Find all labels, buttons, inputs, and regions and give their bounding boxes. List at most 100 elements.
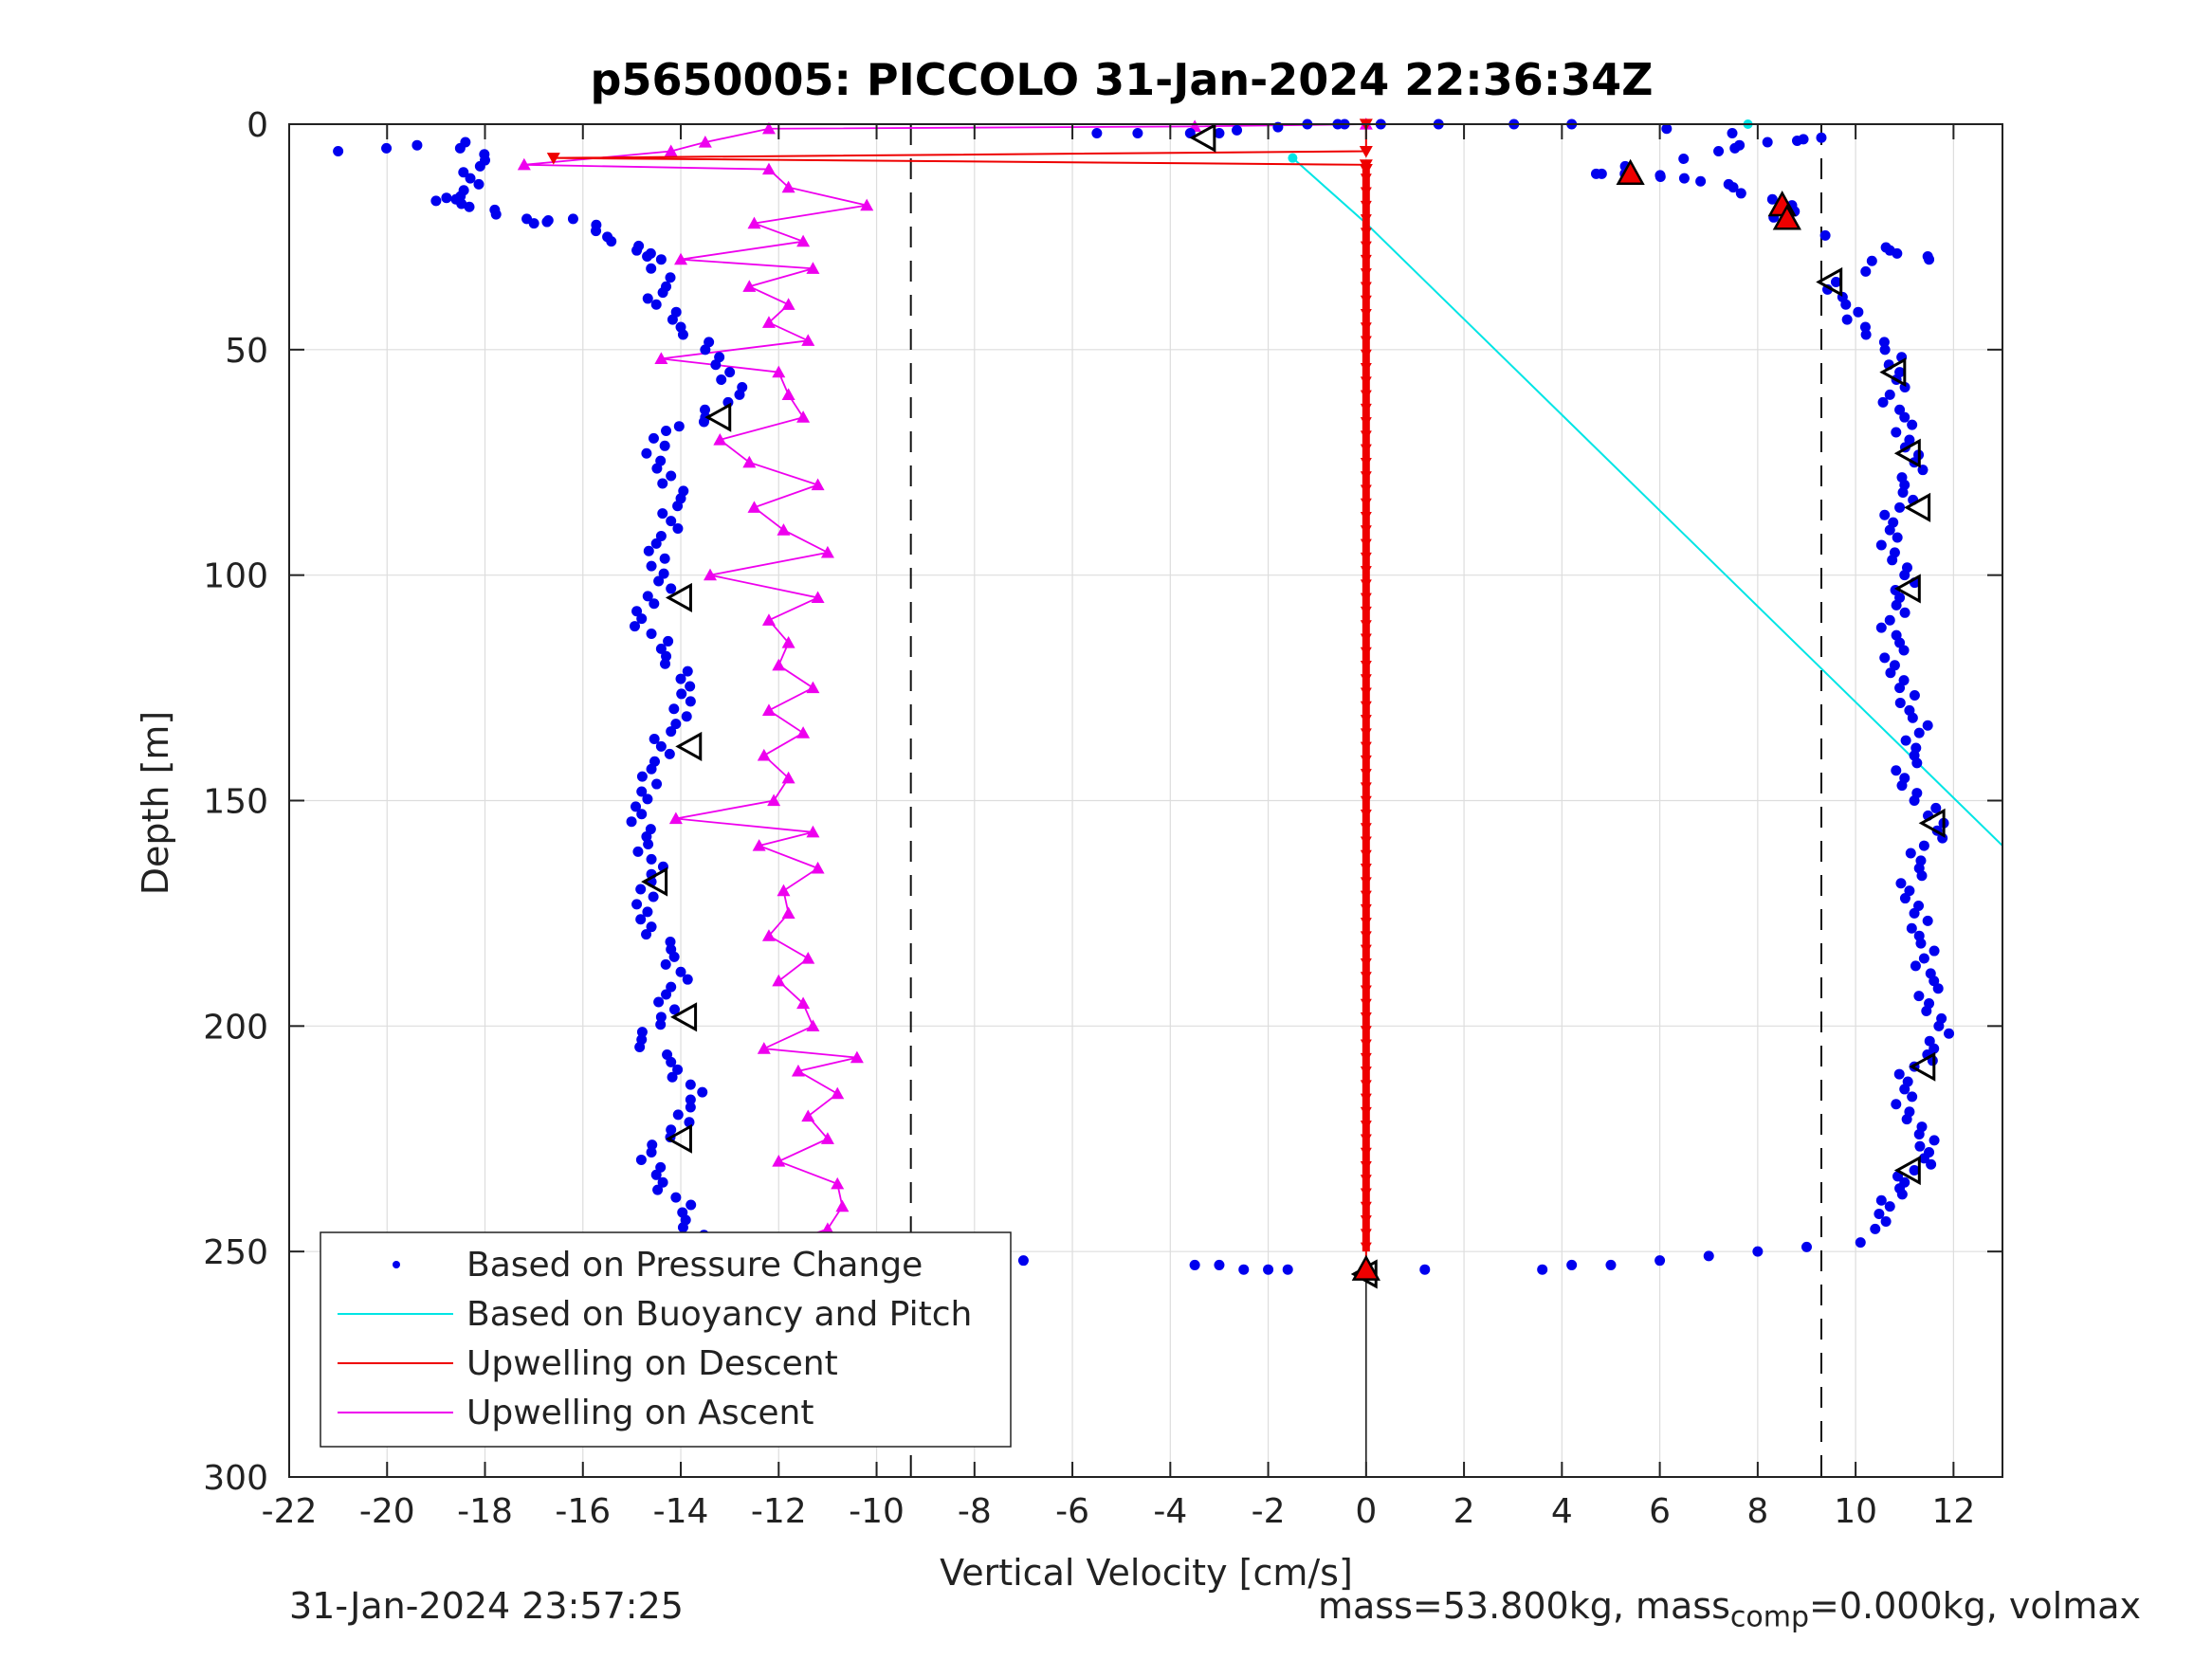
x-axis-label: Vertical Velocity [cm/s]: [940, 1552, 1353, 1594]
highlight-marker: [1351, 1254, 1380, 1281]
legend-marker-pressure: [393, 1261, 400, 1268]
pressure-point: [1678, 153, 1690, 164]
pressure-point: [1921, 1005, 1932, 1016]
pressure-point: [1853, 306, 1864, 318]
pressure-point: [1735, 188, 1746, 199]
pressure-point: [1900, 735, 1911, 746]
descent-upwelling-marker: [546, 153, 560, 165]
pressure-point: [1901, 1114, 1912, 1125]
pressure-point: [636, 771, 648, 782]
pressure-point: [1902, 1076, 1913, 1087]
pressure-point: [631, 606, 643, 617]
pressure-point: [682, 665, 693, 677]
pressure-point: [1907, 1091, 1918, 1103]
pressure-point: [1762, 137, 1773, 148]
ascent-upwelling-marker: [761, 121, 776, 135]
pressure-point: [1703, 1250, 1714, 1262]
pressure-point: [657, 478, 668, 489]
x-tick-label: -18: [457, 1492, 513, 1531]
pressure-point: [1922, 720, 1933, 731]
pressure-point: [636, 1027, 648, 1038]
pressure-point: [1895, 878, 1907, 889]
pressure-point: [666, 516, 677, 527]
pressure-point: [1932, 983, 1944, 994]
ascent-upwelling-marker: [806, 1019, 820, 1031]
highlight-marker: [1772, 204, 1801, 230]
ascent-upwelling-marker: [761, 162, 776, 175]
pressure-point: [1922, 251, 1933, 263]
pressure-point: [677, 1207, 688, 1218]
pressure-point: [1859, 321, 1871, 333]
y-tick-label: 150: [203, 783, 268, 822]
axes-frame: [288, 123, 2003, 1478]
pressure-point: [666, 981, 677, 993]
pressure-point: [1727, 128, 1738, 139]
ascent-upwelling-marker: [761, 929, 776, 941]
pressure-point: [1911, 757, 1923, 769]
pressure-point: [710, 359, 722, 371]
x-tick-label: -6: [1055, 1492, 1089, 1531]
pressure-point: [672, 1064, 684, 1075]
pressure-point: [667, 314, 678, 325]
pressure-point: [685, 1102, 696, 1113]
pressure-point: [458, 167, 469, 178]
pressure-point: [650, 299, 662, 310]
pressure-point: [1888, 517, 1899, 528]
pressure-point: [441, 192, 452, 204]
pressure-point: [716, 374, 727, 386]
pressure-point: [1678, 173, 1690, 184]
pressure-point: [1232, 124, 1243, 136]
footer-mass-rest: =0.000kg, volmax: [1809, 1585, 2142, 1627]
ascent-upwelling-marker: [781, 771, 795, 784]
pressure-point: [632, 846, 644, 857]
pressure-point: [636, 613, 648, 625]
pressure-point: [665, 272, 676, 283]
ascent-upwelling-marker: [517, 157, 531, 171]
pressure-point: [430, 195, 442, 207]
pressure-point: [1878, 337, 1890, 348]
pressure-point: [652, 1184, 664, 1195]
pressure-point: [659, 553, 670, 564]
pressure-point: [1925, 968, 1936, 979]
pressure-point: [1654, 170, 1666, 181]
pressure-point: [685, 1094, 696, 1105]
pressure-point: [685, 1079, 696, 1090]
pressure-point: [1885, 667, 1896, 679]
pressure-point: [521, 213, 533, 225]
pressure-point: [1870, 1223, 1881, 1234]
pressure-point: [666, 470, 677, 482]
pressure-point: [1909, 1165, 1920, 1176]
pressure-point: [1899, 893, 1910, 904]
pressure-point: [1892, 532, 1903, 543]
ascent-upwelling-marker: [713, 432, 727, 446]
pressure-point: [1899, 607, 1910, 618]
pressure-point: [1918, 953, 1929, 964]
pressure-point: [1907, 419, 1918, 430]
pressure-point: [649, 756, 660, 767]
x-tick-label: -22: [262, 1492, 318, 1531]
pressure-point: [1922, 915, 1933, 926]
pressure-point: [635, 914, 647, 925]
pressure-point: [646, 629, 657, 640]
pressure-point: [662, 1048, 673, 1060]
pressure-point: [660, 658, 671, 669]
pressure-point: [1926, 1158, 1937, 1170]
pressure-point: [1713, 146, 1725, 157]
x-tick-label: 0: [1355, 1492, 1377, 1531]
ascent-upwelling-marker: [801, 1109, 815, 1122]
pressure-point: [458, 185, 469, 196]
open-triangle-marker: [1893, 574, 1921, 604]
open-triangle-marker: [704, 402, 732, 432]
open-triangle-marker: [1909, 1051, 1936, 1082]
ascent-upwelling-marker: [781, 180, 795, 193]
pressure-point: [1896, 472, 1908, 483]
ascent-upwelling-marker: [801, 334, 815, 346]
pressure-point: [1798, 134, 1809, 145]
pressure-point: [1901, 562, 1912, 574]
pressure-point: [1896, 1189, 1908, 1200]
pressure-point: [704, 337, 715, 348]
pressure-point: [724, 367, 736, 378]
y-tick-label: 50: [225, 332, 268, 371]
pressure-point: [1892, 1171, 1904, 1182]
pressure-point: [647, 1139, 658, 1151]
